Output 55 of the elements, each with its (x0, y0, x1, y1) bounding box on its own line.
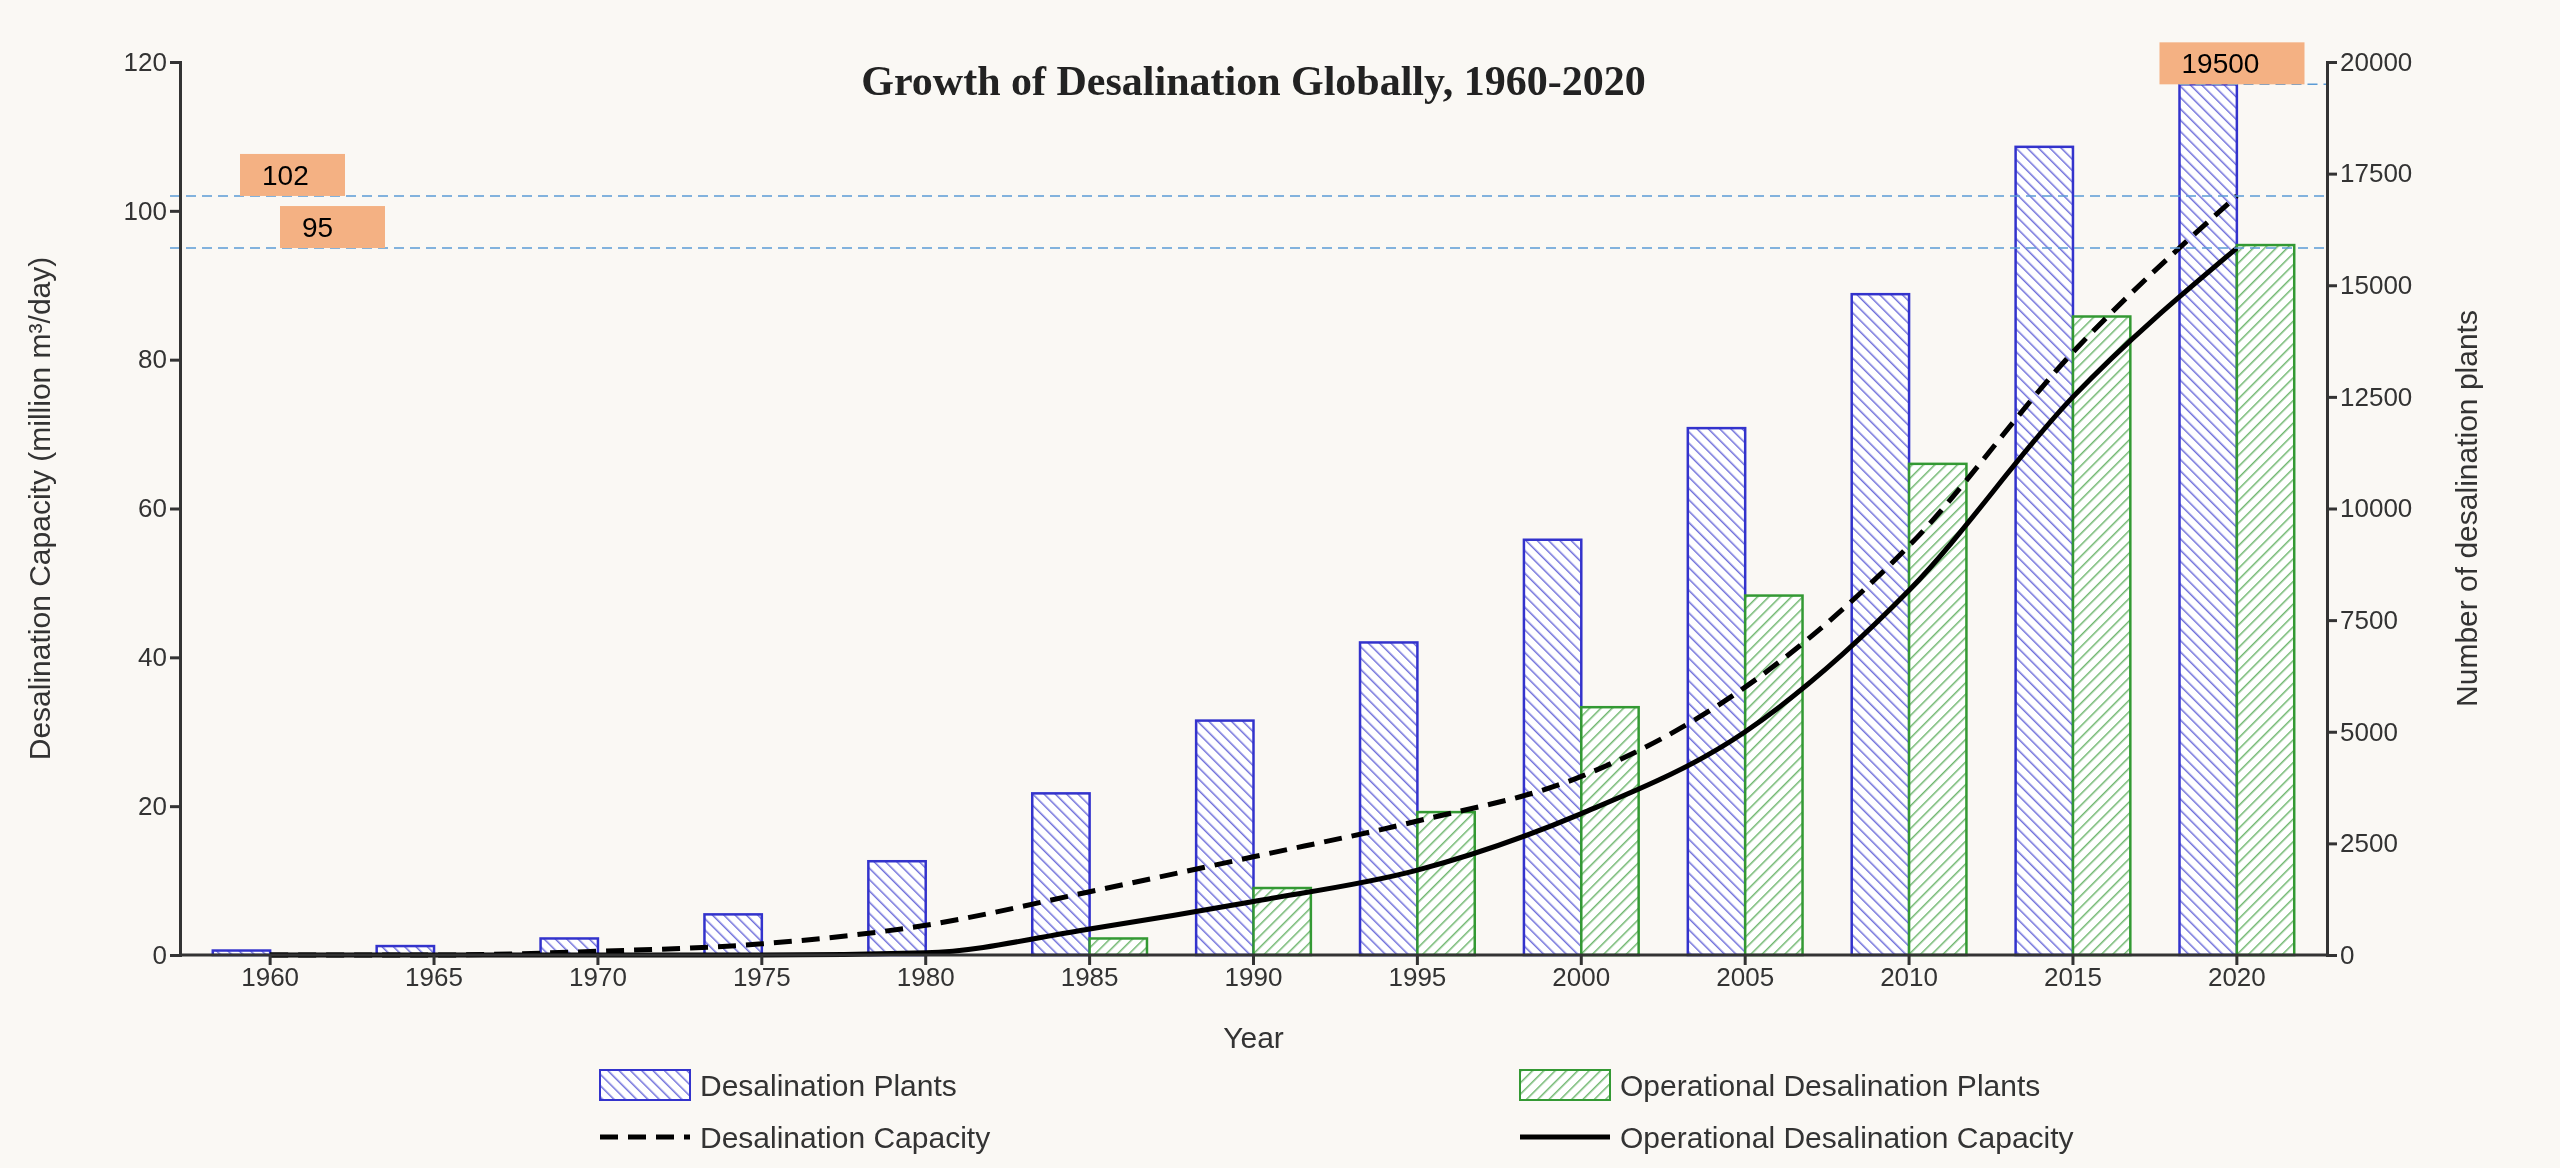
x-tick-label: 2010 (1880, 962, 1938, 993)
x-tick-label: 1995 (1388, 962, 1447, 993)
ref-line-label: 19500 (2181, 48, 2260, 80)
x-tick-label: 2000 (1552, 962, 1611, 993)
y-tick-label: 120 (123, 46, 167, 77)
x-tick-label: 1985 (1060, 962, 1119, 993)
y2-tick-label: 17500 (2340, 158, 2413, 189)
bar (1194, 719, 1255, 957)
bar (2235, 243, 2296, 957)
legend-label: Operational Desalination Capacity (1620, 1121, 2074, 1154)
ref-line-label: 95 (302, 212, 334, 244)
chart-title: Growth of Desalination Globally, 1960-2020 (861, 58, 1646, 104)
x-tick-label: 2015 (2044, 962, 2102, 993)
x-tick-label: 1960 (241, 962, 300, 993)
x-axis-title: Year (1223, 1021, 1284, 1054)
y2-tick-label: 5000 (2340, 716, 2398, 747)
bar (1252, 886, 1313, 957)
y-tick-label: 40 (138, 642, 167, 673)
y-tick-label: 80 (138, 344, 167, 375)
x-tick-label: 1975 (732, 962, 791, 993)
x-tick-label: 1990 (1224, 962, 1283, 993)
bar (2071, 315, 2132, 957)
bar (1850, 292, 1911, 957)
y2-tick-label: 2500 (2340, 828, 2398, 859)
bar (1686, 426, 1747, 957)
y2-tick-label: 20000 (2340, 46, 2413, 77)
legend-label: Desalination Plants (700, 1069, 957, 1102)
bar (1030, 792, 1091, 957)
bar (2014, 145, 2075, 957)
y2-tick-label: 15000 (2340, 270, 2413, 301)
y2-tick-label: 0 (2340, 939, 2355, 970)
y-tick-label: 100 (123, 195, 167, 226)
y2-tick-label: 7500 (2340, 604, 2398, 635)
bar (1522, 538, 1583, 957)
bar (1743, 594, 1804, 957)
legend-label: Desalination Capacity (700, 1121, 991, 1154)
legend-label: Operational Desalination Plants (1620, 1069, 2041, 1102)
bar (1907, 462, 1968, 957)
y2-tick-label: 12500 (2340, 381, 2413, 412)
bar (1416, 810, 1476, 957)
x-tick-label: 1965 (405, 962, 463, 993)
y2-axis-title: Number of desalination plants (2450, 310, 2483, 707)
y-tick-label: 0 (152, 939, 167, 970)
y-tick-label: 20 (138, 790, 167, 821)
bar (1088, 937, 1149, 957)
bar (1358, 641, 1419, 957)
ref-line-label: 102 (262, 159, 309, 191)
bar (1580, 705, 1640, 957)
y-tick-label: 60 (138, 493, 167, 524)
x-tick-label: 2005 (1716, 962, 1775, 993)
y-axis-title: Desalination Capacity (million m³/day) (23, 256, 56, 761)
y2-tick-label: 10000 (2340, 493, 2413, 524)
x-tick-label: 1980 (896, 962, 955, 993)
x-tick-label: 2020 (2207, 962, 2266, 993)
x-tick-label: 1970 (569, 962, 627, 993)
